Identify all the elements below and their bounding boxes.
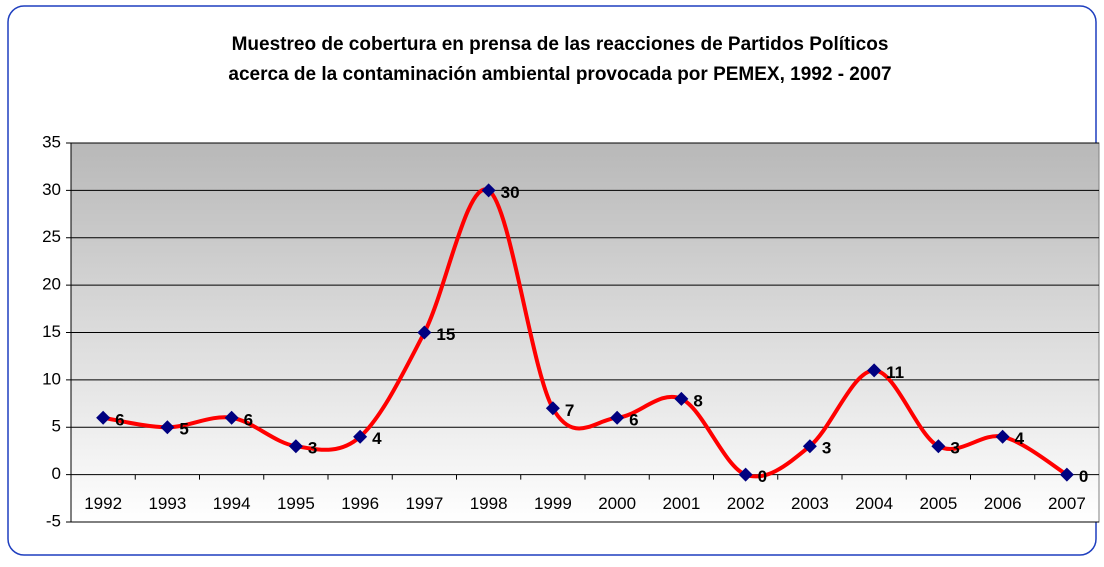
x-tick-label: 2007 — [1048, 494, 1086, 513]
marker — [610, 410, 625, 425]
y-tick-label: 10 — [42, 369, 61, 388]
marker — [417, 325, 432, 340]
value-label: 7 — [565, 401, 574, 420]
y-tick-label: 0 — [52, 464, 61, 483]
marker — [160, 420, 175, 435]
x-tick-label: 2002 — [727, 494, 765, 513]
x-tick-label: 1999 — [534, 494, 572, 513]
value-label: 11 — [886, 363, 904, 382]
value-label: 6 — [244, 410, 253, 429]
marker — [867, 363, 882, 378]
marker — [738, 467, 753, 482]
marker — [481, 183, 496, 198]
x-tick-label: 1998 — [470, 494, 508, 513]
y-tick-label: 35 — [42, 132, 61, 151]
marker — [353, 429, 368, 444]
marker — [802, 439, 817, 454]
value-label: 0 — [758, 467, 767, 486]
value-label: 4 — [1015, 429, 1025, 448]
value-label: 4 — [372, 429, 382, 448]
value-label: 8 — [693, 391, 702, 410]
value-label: 3 — [822, 439, 831, 458]
x-tick-label: 2005 — [919, 494, 957, 513]
x-tick-label: 1994 — [213, 494, 251, 513]
value-label: 6 — [629, 410, 638, 429]
x-tick-label: 2004 — [855, 494, 893, 513]
chart-title: acerca de la contaminación ambiental pro… — [228, 64, 891, 85]
chart-title: Muestreo de cobertura en prensa de las r… — [232, 34, 889, 55]
y-tick-label: 15 — [42, 322, 61, 341]
x-tick-label: 1996 — [341, 494, 379, 513]
marker — [995, 429, 1010, 444]
marker — [288, 439, 303, 454]
value-label: 3 — [950, 439, 959, 458]
y-tick-label: -5 — [46, 511, 61, 530]
marker — [545, 401, 560, 416]
y-tick-label: 25 — [42, 227, 61, 246]
y-tick-label: 30 — [42, 180, 61, 199]
marker — [96, 410, 111, 425]
x-tick-label: 1992 — [84, 494, 122, 513]
x-tick-label: 1997 — [405, 494, 443, 513]
value-label: 6 — [115, 410, 124, 429]
value-label: 30 — [501, 183, 520, 202]
x-tick-label: 1995 — [277, 494, 315, 513]
value-label: 5 — [179, 420, 188, 439]
value-label: 15 — [436, 325, 455, 344]
y-tick-label: 20 — [42, 275, 61, 294]
value-label: 0 — [1079, 467, 1088, 486]
x-tick-label: 2001 — [662, 494, 700, 513]
marker — [674, 391, 689, 406]
x-tick-label: 2000 — [598, 494, 636, 513]
x-tick-label: 1993 — [148, 494, 186, 513]
line-series — [102, 187, 1068, 479]
marker — [931, 439, 946, 454]
marker — [1059, 467, 1074, 482]
x-tick-label: 2006 — [984, 494, 1022, 513]
y-tick-label: 5 — [52, 417, 61, 436]
marker — [224, 410, 239, 425]
value-label: 3 — [308, 439, 317, 458]
x-tick-label: 2003 — [791, 494, 829, 513]
